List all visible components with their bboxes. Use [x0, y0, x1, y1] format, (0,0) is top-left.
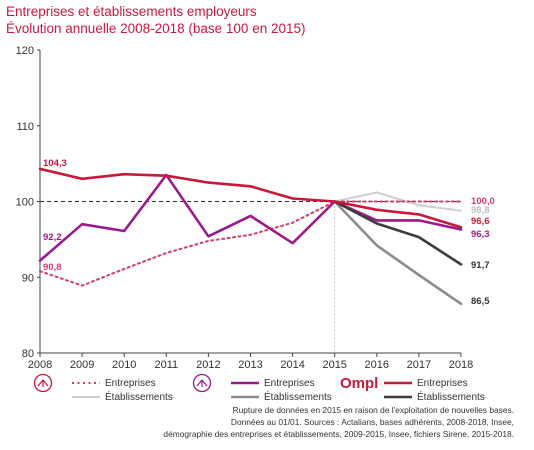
- y-tick-label: 80: [22, 348, 34, 360]
- x-tick-label: 2018: [449, 359, 473, 371]
- ompl-logo: Ompl: [340, 375, 378, 392]
- logo-ring: [192, 373, 212, 393]
- chart-axes: 80 90 100 110 120 2008 2009 2010 2011 2012 2013 201…: [16, 45, 474, 371]
- x-tick-label: 2016: [365, 359, 389, 371]
- logo-mark: [37, 379, 49, 387]
- x-tick-label: 2014: [280, 359, 304, 371]
- series-line: [39, 200, 462, 287]
- y-tick-label: 100: [16, 197, 34, 209]
- logo-mark: [196, 379, 208, 387]
- legend-label-entreprises: Entreprises: [417, 378, 468, 389]
- scale-icon: [33, 373, 53, 393]
- x-tick-label: 2008: [28, 359, 52, 371]
- legend-label-etablissements: Établissements: [105, 390, 173, 400]
- source-note: Rupture de données en 2015 en raison de …: [154, 404, 514, 440]
- x-tick-label: 2010: [112, 359, 136, 371]
- chart-title: Entreprises et établissements employeurs: [6, 4, 257, 19]
- chart-series: [38, 167, 463, 306]
- series-line: [38, 167, 463, 229]
- line-chart: 80 90 100 110 120 2008 2009 2010 2011 2012 2013 201…: [16, 45, 495, 400]
- source-line: Données au 01/01. Sources : Actalians, b…: [230, 417, 514, 427]
- legend-label-etablissements: Établissements: [417, 390, 485, 400]
- chart-subtitle: Évolution annuelle 2008-2018 (base 100 e…: [6, 21, 306, 36]
- logo-ring: [33, 373, 53, 393]
- series-line: [333, 200, 463, 306]
- y-tick-label: 110: [16, 121, 34, 133]
- y-tick-label: 90: [22, 272, 34, 284]
- start-value-label: 90,8: [43, 262, 62, 273]
- source-line: démographie des entreprises et établisse…: [163, 429, 514, 439]
- x-tick-label: 2013: [238, 359, 262, 371]
- end-value-label: 86,5: [471, 296, 490, 307]
- legend-label-entreprises: Entreprises: [264, 378, 315, 389]
- y-tick-label: 120: [16, 45, 34, 57]
- chart-data-labels: 90,8 100,098,8 92,2 96,3 86,5 104,3 96,6 91,7: [43, 158, 495, 307]
- end-value-label: 91,7: [471, 260, 490, 271]
- start-value-label: 92,2: [43, 232, 62, 243]
- end-value-label: 96,3: [471, 229, 490, 240]
- series-line: [38, 173, 463, 262]
- x-tick-label: 2015: [322, 359, 346, 371]
- legend-label-etablissements: Établissements: [264, 390, 332, 400]
- x-tick-label: 2009: [70, 359, 94, 371]
- source-line: Rupture de données en 2015 en raison de …: [232, 405, 514, 415]
- chart-legend: EntreprisesÉtablissementsEntreprisesÉtab…: [33, 373, 485, 400]
- end-value-label: 100,0: [471, 196, 495, 207]
- series-line: [333, 200, 463, 266]
- x-tick-label: 2012: [196, 359, 220, 371]
- start-value-label: 104,3: [43, 158, 67, 169]
- series-line: [333, 191, 462, 212]
- end-value-label: 96,6: [471, 216, 490, 227]
- balance-icon: [192, 373, 212, 393]
- x-tick-label: 2017: [407, 359, 431, 371]
- legend-label-entreprises: Entreprises: [105, 378, 156, 389]
- end-value-label: 98,8: [471, 205, 490, 216]
- x-tick-label: 2011: [154, 359, 178, 371]
